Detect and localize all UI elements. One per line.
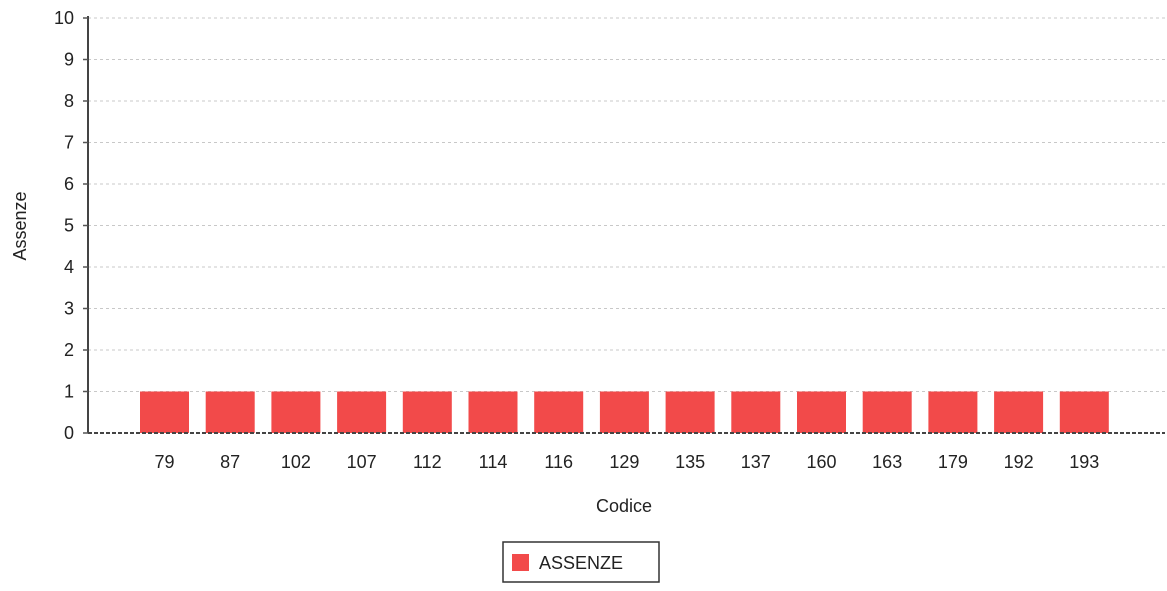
- bar-135: [665, 391, 715, 433]
- bar-102: [271, 391, 321, 433]
- x-tick-label: 160: [806, 452, 836, 472]
- x-tick-label: 193: [1069, 452, 1099, 472]
- y-tick-label: 9: [64, 50, 74, 70]
- y-tick-label: 1: [64, 382, 74, 402]
- y-axis-title: Assenze: [10, 191, 30, 260]
- x-tick-label: 102: [281, 452, 311, 472]
- y-tick-label: 10: [54, 8, 74, 28]
- bar-114: [468, 391, 518, 433]
- gridlines: [88, 17, 1165, 392]
- x-tick-label: 137: [741, 452, 771, 472]
- x-tick-label: 87: [220, 452, 240, 472]
- bar-116: [534, 391, 584, 433]
- bar-137: [731, 391, 781, 433]
- bar-107: [337, 391, 387, 433]
- x-tick-label: 129: [609, 452, 639, 472]
- y-tick-label: 4: [64, 257, 74, 277]
- bar-179: [928, 391, 978, 433]
- bar-87: [205, 391, 255, 433]
- y-tick-label: 0: [64, 423, 74, 443]
- bar-193: [1059, 391, 1109, 433]
- axes: [87, 16, 1165, 434]
- bar-129: [599, 391, 649, 433]
- y-tick-label: 7: [64, 133, 74, 153]
- legend: ASSENZE: [502, 541, 660, 583]
- y-tick-label: 8: [64, 91, 74, 111]
- x-tick-label: 192: [1004, 452, 1034, 472]
- legend-label: ASSENZE: [539, 553, 623, 573]
- bar-79: [140, 391, 189, 433]
- x-tick-labels: 79 87 102 107 112 114 116 129 135 137 160 163 179 192…: [154, 452, 1099, 472]
- bar-163: [862, 391, 912, 433]
- y-tick-label: 2: [64, 340, 74, 360]
- y-tick-label: 3: [64, 299, 74, 319]
- y-tick-labels: 0 1 2 3 4 5 6 7 8 9 10: [54, 8, 88, 443]
- x-tick-label: 79: [154, 452, 174, 472]
- bars: [140, 391, 1109, 433]
- x-tick-label: 135: [675, 452, 705, 472]
- legend-swatch: [512, 554, 529, 571]
- bar-192: [994, 391, 1044, 433]
- bar-160: [797, 391, 846, 433]
- x-tick-label: 114: [479, 452, 508, 472]
- x-tick-label: 107: [347, 452, 377, 472]
- x-tick-label: 112: [413, 452, 442, 472]
- x-tick-label: 116: [544, 452, 573, 472]
- y-tick-label: 5: [64, 216, 74, 236]
- x-tick-label: 179: [938, 452, 968, 472]
- x-tick-label: 163: [872, 452, 902, 472]
- y-tick-label: 6: [64, 174, 74, 194]
- bar-112: [402, 391, 452, 433]
- x-axis-title: Codice: [596, 496, 652, 516]
